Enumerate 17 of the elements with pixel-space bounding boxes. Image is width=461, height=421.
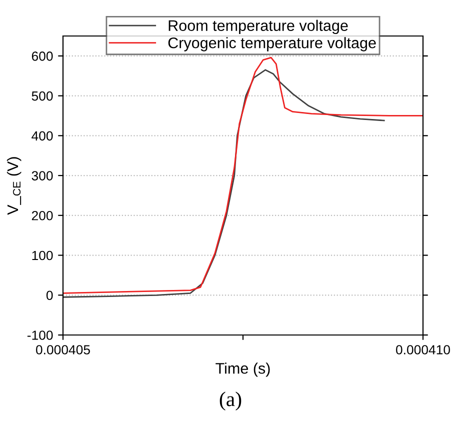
y-tick-label: 0 (46, 290, 53, 300)
x-tick-label: 0.000405 (36, 345, 90, 354)
y-tick-label: 200 (32, 210, 53, 220)
x-axis-title: Time (s) (216, 362, 270, 377)
legend-label: Cryogenic temperature voltage (168, 37, 376, 52)
y-tick-label: 300 (32, 171, 53, 180)
y-axis-title: V_$_{CE}$ (V) (6, 157, 22, 215)
y-tick-label: 400 (32, 131, 53, 141)
line-series (63, 56, 423, 294)
y-tick-label: 500 (32, 91, 53, 101)
y-tick-label: 100 (32, 250, 53, 260)
y-tick-label: -100 (27, 330, 53, 340)
x-tick-label: 0.000410 (396, 345, 450, 354)
text: (a) (220, 392, 242, 410)
legend-label: Room temperature voltage (168, 20, 348, 34)
y-tick-label: 600 (32, 52, 53, 61)
line-series (63, 69, 385, 298)
